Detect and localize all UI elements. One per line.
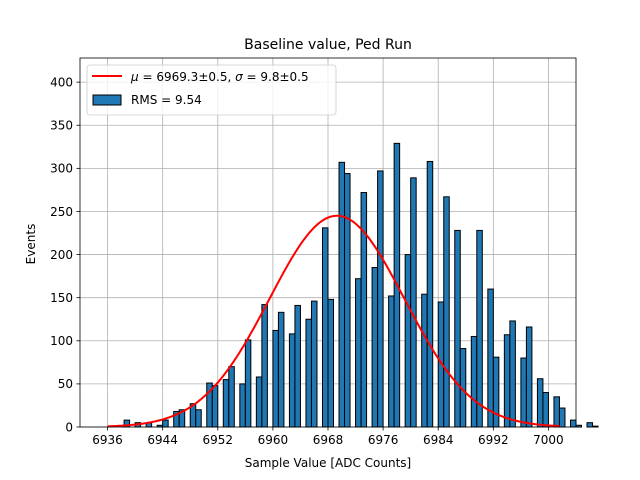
histogram-bar [509, 320, 516, 428]
x-tick-label: 6976 [368, 433, 399, 447]
histogram-bar [388, 295, 395, 428]
histogram-bar [195, 409, 202, 428]
x-tick-label: 6936 [92, 433, 123, 447]
histogram-bar [536, 378, 544, 428]
y-tick-label: 200 [50, 248, 73, 262]
x-axis-title: Sample Value [ADC Counts] [245, 456, 411, 470]
x-tick-label: 6968 [313, 433, 344, 447]
x-tick-label: 6984 [423, 433, 454, 447]
histogram-bar [239, 383, 246, 428]
gaussian-fit-curve [107, 214, 560, 428]
histogram-bar [404, 254, 412, 428]
histogram-bar [244, 339, 252, 428]
histogram-bar [305, 318, 312, 428]
y-tick-label: 400 [50, 75, 73, 89]
legend-box [86, 64, 337, 116]
y-tick-label: 150 [50, 291, 73, 305]
x-tick-label: 7000 [533, 433, 564, 447]
histogram-bars [123, 142, 599, 428]
histogram-bar [338, 161, 346, 428]
axis-ticks: 6936 6944 6952 6960 6968 6976 6984 6992 7000 0 50 1… [50, 75, 564, 447]
legend-fit-label: μ = 6969.3±0.5, σ = 9.8±0.5 [130, 70, 309, 84]
histogram-bar [592, 425, 599, 428]
legend: μ = 6969.3±0.5, σ = 9.8±0.5 RMS = 9.54 [86, 64, 337, 116]
histogram-bar [327, 298, 335, 428]
histogram-bar [525, 326, 533, 428]
histogram-bar [575, 424, 583, 428]
histogram-bar [371, 267, 379, 428]
y-tick-label: 300 [50, 162, 73, 176]
legend-histogram-swatch [92, 94, 122, 106]
histogram-bar [272, 329, 279, 428]
legend-histogram-label: RMS = 9.54 [131, 93, 202, 107]
histogram-bar [162, 419, 169, 428]
histogram-bar [211, 385, 219, 428]
histogram-bar [487, 288, 494, 428]
histogram-bar [492, 356, 500, 428]
histogram-bar [426, 160, 434, 428]
y-tick-label: 0 [65, 420, 73, 434]
y-tick-label: 350 [50, 119, 73, 133]
histogram-bar [586, 422, 594, 428]
y-tick-label: 50 [58, 377, 73, 391]
y-axis-title: Events [24, 224, 38, 265]
histogram-bar [261, 304, 268, 428]
histogram-bar [558, 407, 566, 428]
histogram-bar [520, 357, 527, 428]
histogram-bar [377, 170, 384, 428]
histogram-bar [410, 177, 417, 428]
histogram-bar [344, 173, 351, 428]
histogram-bar [310, 300, 318, 428]
y-tick-label: 100 [50, 334, 73, 348]
histogram-bar [355, 278, 362, 428]
histogram-bar [277, 311, 285, 428]
histogram-bar [542, 392, 549, 428]
histogram-bar [222, 379, 230, 428]
histogram-bar [476, 229, 483, 428]
histogram-bar [321, 227, 329, 428]
x-tick-label: 6992 [478, 433, 509, 447]
histogram-bar [228, 366, 235, 428]
y-tick-label: 250 [50, 205, 73, 219]
x-tick-label: 6944 [147, 433, 178, 447]
histogram-bar [553, 396, 560, 428]
histogram-bar [470, 335, 478, 428]
histogram-bar [569, 419, 577, 428]
histogram-bar [255, 376, 263, 428]
histogram-bar [443, 196, 450, 428]
histogram-bar [503, 334, 511, 428]
histogram-bar [360, 191, 368, 428]
x-tick-label: 6952 [203, 433, 234, 447]
histogram-bar [454, 229, 461, 428]
histogram-bar [294, 304, 301, 428]
histogram-bar [421, 293, 428, 428]
chart-title: Baseline value, Ped Run [244, 37, 412, 53]
x-tick-label: 6960 [258, 433, 289, 447]
histogram-bar [288, 333, 296, 428]
